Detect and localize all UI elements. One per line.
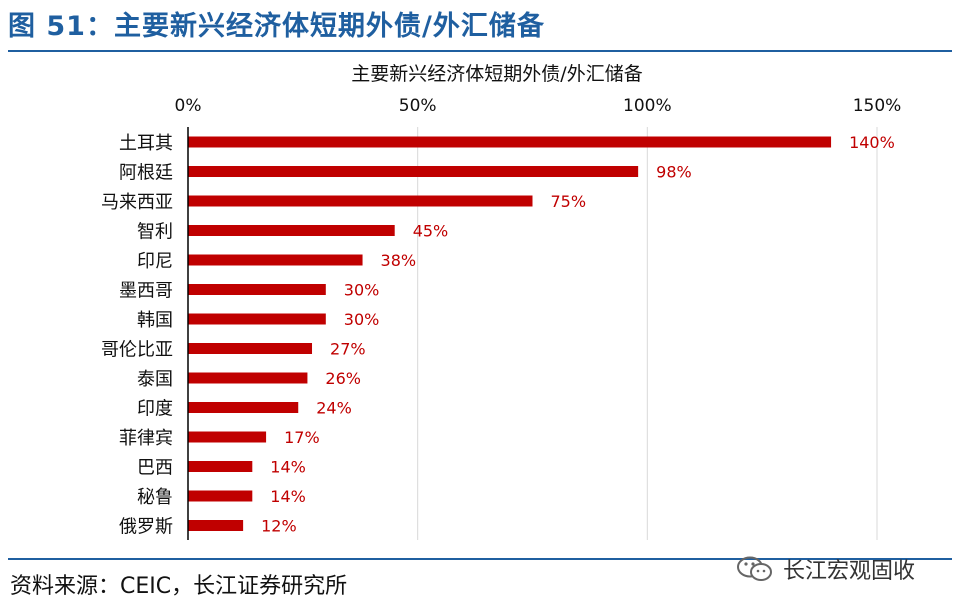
x-axis-ticks: 0% 50% 100% 150% (175, 96, 902, 116)
bar (188, 372, 308, 384)
x-tick-label: 150% (853, 96, 902, 116)
value-label: 45% (413, 222, 449, 241)
category-label: 马来西亚 (101, 192, 173, 213)
category-label: 泰国 (137, 369, 173, 390)
value-label: 14% (270, 487, 306, 506)
value-label: 26% (325, 369, 361, 388)
value-label: 75% (551, 192, 587, 211)
chart-title: 主要新兴经济体短期外债/外汇储备 (351, 63, 642, 85)
bar (188, 313, 326, 325)
value-label: 98% (656, 163, 692, 182)
watermark: 长江宏观固收 (735, 553, 915, 585)
bar (188, 343, 313, 354)
bar (188, 431, 267, 443)
category-label: 菲律宾 (119, 428, 173, 449)
value-label: 30% (344, 310, 380, 329)
x-tick-label: 50% (399, 96, 437, 116)
figure-title: 图 51：主要新兴经济体短期外债/外汇储备 (8, 11, 545, 42)
source-divider (8, 558, 952, 560)
bar (188, 461, 253, 472)
value-label: 12% (261, 517, 297, 536)
x-tick-label: 0% (175, 96, 202, 116)
source-note: 资料来源：CEIC，长江证券研究所 (10, 574, 348, 599)
category-label: 巴西 (137, 458, 173, 479)
value-label: 14% (270, 458, 306, 477)
category-label: 俄罗斯 (119, 517, 173, 538)
category-label: 印尼 (137, 251, 173, 272)
bar (188, 254, 363, 266)
bar (188, 225, 395, 236)
gridlines (417, 127, 878, 540)
bar (188, 195, 533, 207)
x-tick-label: 100% (623, 96, 672, 116)
category-label: 哥伦比亚 (101, 340, 173, 361)
value-label: 140% (849, 133, 895, 152)
bar (188, 490, 253, 502)
category-label: 阿根廷 (119, 163, 173, 184)
bar (188, 166, 639, 177)
bar (188, 284, 326, 295)
value-label: 17% (284, 428, 320, 447)
value-label: 38% (381, 251, 417, 270)
value-label: 30% (344, 281, 380, 300)
bars: 土耳其 140% 阿根廷 98% 马来西亚 75% 智利 45% 印尼 38% 墨西哥 30% 韩国 30… (101, 133, 895, 538)
category-label: 印度 (137, 399, 173, 420)
bar (188, 520, 244, 531)
watermark-text: 长江宏观固收 (783, 559, 916, 584)
wechat-icon (737, 556, 772, 581)
category-label: 墨西哥 (119, 281, 173, 302)
category-label: 秘鲁 (137, 487, 173, 508)
value-label: 27% (330, 340, 366, 359)
title-divider (8, 50, 952, 52)
bar (188, 402, 299, 413)
category-label: 土耳其 (119, 133, 173, 154)
bar (188, 136, 832, 148)
value-label: 24% (316, 399, 352, 418)
category-label: 韩国 (137, 310, 173, 331)
category-label: 智利 (137, 222, 173, 243)
